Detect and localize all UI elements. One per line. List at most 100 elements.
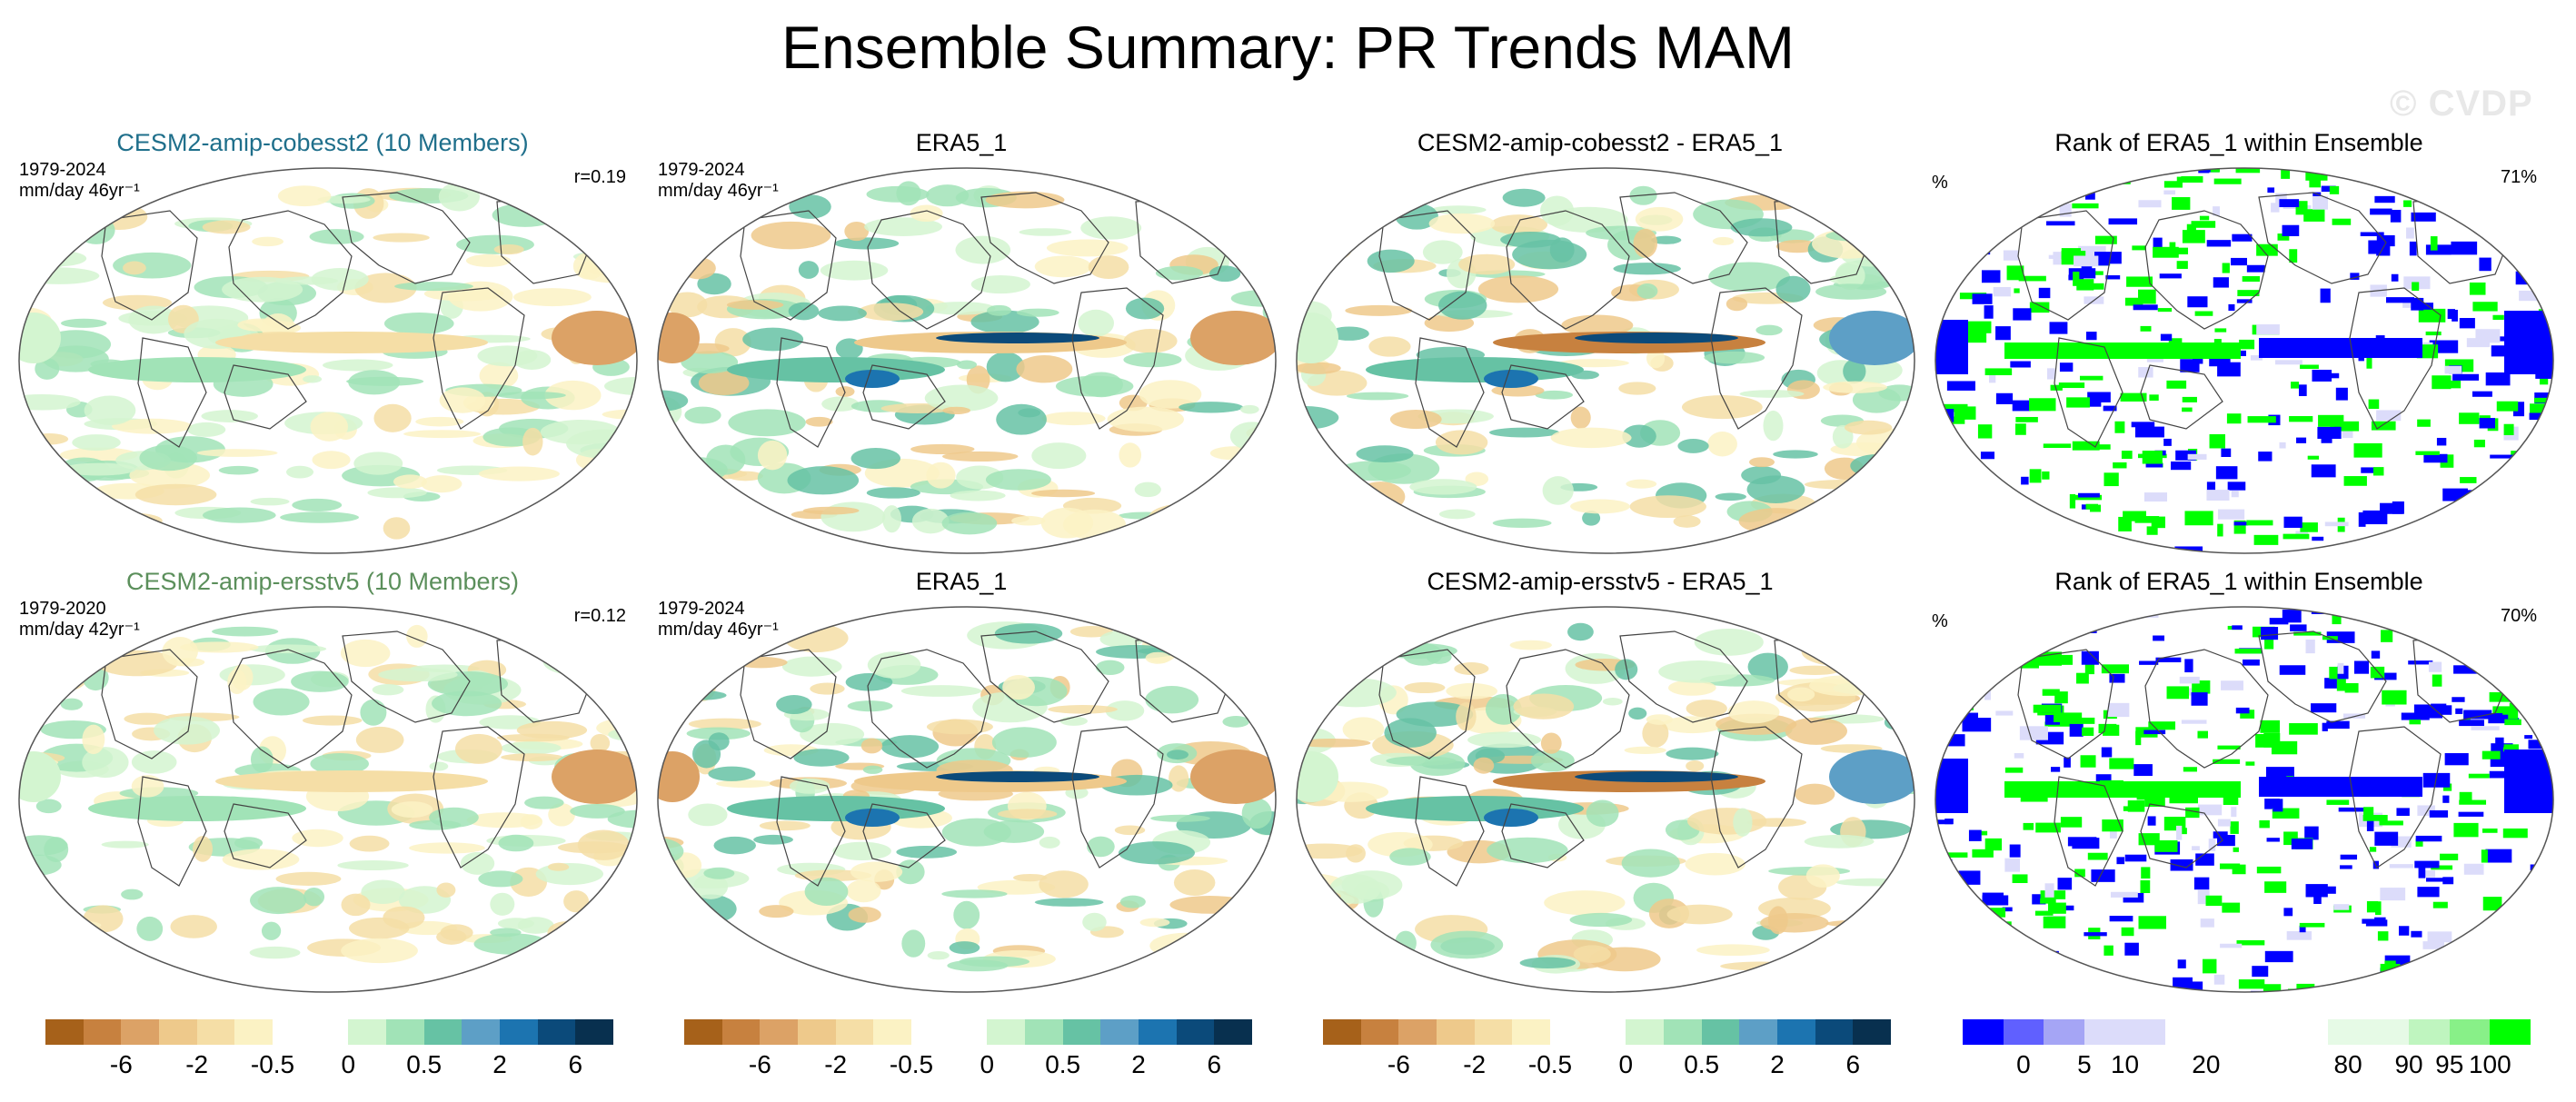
rank-cell <box>2221 448 2232 457</box>
rank-cell <box>2313 892 2322 905</box>
trend-blob <box>1438 291 1487 320</box>
rank-cell <box>2282 551 2293 553</box>
trend-blob <box>250 497 290 506</box>
trend-blob <box>535 862 604 886</box>
trend-blob <box>1746 475 1805 503</box>
rank-cell <box>2170 553 2190 561</box>
rank-cell <box>2412 282 2420 292</box>
rank-cell <box>2459 720 2484 727</box>
trend-blob <box>421 475 462 493</box>
trend-blob <box>1150 814 1210 822</box>
colorbar-tick-label: 0 <box>2016 1050 2031 1078</box>
trend-blob <box>1346 392 1409 401</box>
trend-blob <box>1297 739 1371 748</box>
trend-blob <box>436 929 467 945</box>
rank-cell <box>2489 691 2516 702</box>
colorbar-swatch <box>760 1019 799 1045</box>
panel-title: CESM2-amip-ersstv5 - ERA5_1 <box>1427 568 1774 595</box>
rank-cell <box>2423 453 2448 463</box>
colorbar-swatch <box>1398 1019 1437 1045</box>
trend-blob <box>19 267 100 284</box>
trend-blob <box>1755 324 1783 336</box>
rank-cell <box>2512 957 2526 970</box>
rank-cell <box>2282 610 2302 623</box>
rank-cell <box>2245 761 2255 766</box>
trend-blob <box>789 194 831 219</box>
rank-cell <box>2403 200 2412 207</box>
trend-blob <box>970 310 1039 334</box>
rank-cell <box>2105 275 2121 280</box>
trend-blob <box>985 469 1051 491</box>
trend-blob <box>684 406 721 424</box>
rank-cell <box>2486 990 2507 992</box>
trend-blob <box>1299 204 1329 213</box>
trend-blob <box>1513 693 1575 720</box>
rank-cell <box>2389 864 2414 869</box>
rank-cell <box>1962 644 1977 655</box>
rank-cell <box>2541 431 2553 436</box>
trend-blob <box>848 907 881 923</box>
rank-cell <box>2138 200 2162 208</box>
trend-blob <box>1681 395 1763 420</box>
rank-cell <box>2492 314 2504 321</box>
rank-cell <box>2451 241 2478 255</box>
rank-cell <box>1953 509 1971 521</box>
trend-blob <box>1209 516 1276 541</box>
trend-blob <box>136 916 164 941</box>
rank-cell <box>2414 303 2433 310</box>
rank-band <box>1935 759 1968 813</box>
rank-cell <box>2252 966 2269 978</box>
trend-blob <box>1707 432 1737 457</box>
trend-blob <box>1795 783 1835 805</box>
rank-cell <box>2060 817 2083 828</box>
trend-blob <box>1535 390 1574 400</box>
trend-blob <box>1328 326 1369 341</box>
colorbar-tick-label: 10 <box>2110 1050 2140 1078</box>
rank-cell <box>2109 828 2117 839</box>
rank-cell <box>2260 720 2281 733</box>
trend-blob <box>1207 926 1276 948</box>
rank-cell <box>2406 227 2414 239</box>
rank-cell <box>2426 878 2450 882</box>
colorbar-swatch <box>45 1019 84 1045</box>
rank-cell <box>2548 664 2553 675</box>
strong-band <box>936 333 1099 343</box>
trend-blob <box>372 684 404 696</box>
colorbar-tick-label: 95 <box>2435 1050 2464 1078</box>
rank-cell <box>2289 249 2298 263</box>
rank-cell <box>2436 437 2447 446</box>
trend-blob <box>322 359 393 372</box>
rank-cell <box>2088 596 2097 604</box>
trend-blob <box>409 842 485 854</box>
trend-blob <box>524 796 564 809</box>
rank-cell <box>1988 932 2006 947</box>
trend-blob <box>131 775 164 798</box>
rank-cell <box>2442 877 2454 885</box>
trend-blob <box>1118 841 1195 865</box>
trend-blob <box>1145 651 1171 664</box>
rank-cell <box>2021 623 2030 630</box>
rank-cell <box>2555 858 2557 863</box>
rank-cell <box>1962 718 1992 732</box>
trend-blob <box>234 837 264 849</box>
globe-outline <box>18 606 638 993</box>
rank-cell <box>2049 322 2068 334</box>
colorbar-tick-label: 20 <box>2192 1050 2221 1078</box>
rank-cell <box>2418 308 2446 323</box>
coastline <box>862 364 946 430</box>
trend-blob <box>1885 872 1915 894</box>
rank-cell <box>2465 191 2486 204</box>
rank-cell <box>2223 796 2239 806</box>
rank-cell <box>2374 831 2399 846</box>
rank-cell <box>2401 712 2430 720</box>
rank-cell <box>2029 398 2056 412</box>
trend-blob <box>1668 680 1716 696</box>
colorbar-rank <box>1963 1019 2531 1045</box>
rank-cell <box>2376 410 2402 422</box>
rank-cell <box>2432 517 2446 522</box>
rank-cell <box>2459 799 2487 805</box>
rank-cell <box>2447 611 2477 624</box>
rank-cell <box>2256 866 2282 874</box>
rank-cell <box>2235 707 2250 714</box>
trend-blob <box>1827 510 1902 521</box>
